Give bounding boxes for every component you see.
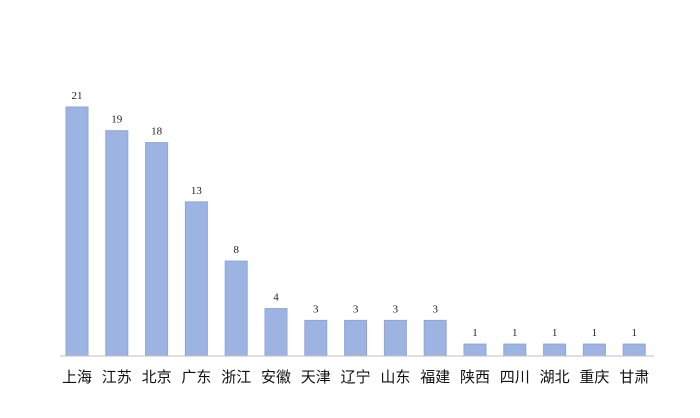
category-label-10: 陕西 [460,368,490,386]
value-label-14: 1 [631,327,637,339]
bar-3 [184,201,208,357]
value-label-4: 8 [233,244,239,256]
value-label-13: 1 [592,327,598,339]
bar-6 [304,319,328,357]
category-label-3: 广东 [181,368,211,386]
bar-0 [65,106,89,357]
category-label-7: 辽宁 [341,368,371,386]
value-label-9: 3 [432,303,438,315]
value-label-8: 3 [393,303,399,315]
category-label-2: 北京 [142,368,172,386]
category-label-11: 四川 [500,368,530,386]
bar-9 [423,319,447,357]
bars-layer [65,106,646,357]
bar-4 [224,260,248,357]
bar-13 [582,343,606,357]
value-label-10: 1 [472,327,478,339]
category-label-9: 福建 [420,368,450,386]
value-labels-layer: 21 19 18 13 8 4 3 3 3 3 1 1 1 1 1 [72,90,637,339]
value-label-5: 4 [273,292,279,304]
bar-1 [105,130,129,357]
category-label-5: 安徽 [261,368,291,386]
bar-10 [463,343,487,357]
category-label-13: 重庆 [579,368,609,386]
category-label-0: 上海 [62,368,92,386]
category-labels-layer: 上海 江苏 北京 广东 浙江 安徽 天津 辽宁 山东 福建 陕西 四川 湖北 重庆 甘肃 [62,368,649,386]
bar-5 [264,308,288,357]
value-label-1: 19 [111,114,123,126]
value-label-6: 3 [313,303,319,315]
bar-14 [622,343,646,357]
category-label-14: 甘肃 [619,368,649,386]
bar-11 [503,343,527,357]
value-label-11: 1 [512,327,518,339]
category-label-6: 天津 [301,368,331,386]
category-label-8: 山东 [380,368,410,386]
category-label-4: 浙江 [221,368,251,386]
bar-8 [383,319,407,357]
bar-12 [543,343,567,357]
bar-2 [145,142,169,357]
value-label-0: 21 [72,90,83,102]
value-label-2: 18 [151,126,163,138]
category-label-1: 江苏 [102,368,132,386]
bar-7 [344,319,368,357]
value-label-3: 13 [191,185,203,197]
value-label-7: 3 [353,303,359,315]
category-label-12: 湖北 [540,368,570,386]
value-label-12: 1 [552,327,558,339]
